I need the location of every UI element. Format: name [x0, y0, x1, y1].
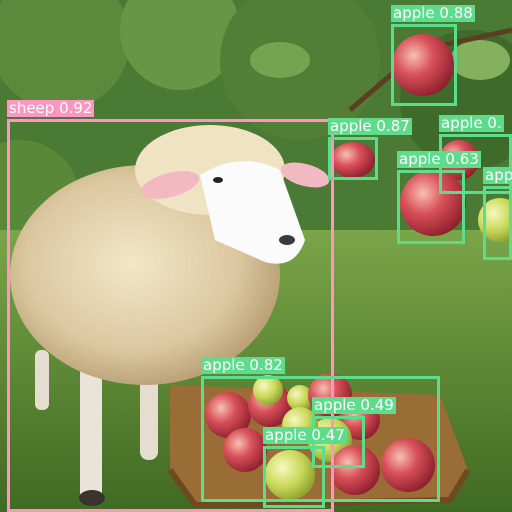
apple-detection-box [483, 186, 512, 260]
sheep-detection-label: sheep 0.92 [7, 99, 95, 117]
apple-detection-box [328, 137, 378, 180]
apple-detection-label: apple 0.88 [391, 4, 475, 22]
apple-detection-box [263, 446, 325, 508]
tree-apples [331, 34, 512, 242]
apple-detection-label: apple 0.47 [263, 426, 347, 444]
apple-detection-box [201, 376, 440, 502]
sheep [10, 125, 330, 506]
apple-detection-label: apple 0.82 [201, 356, 285, 374]
apple-detection-label: apple 0. [439, 114, 504, 132]
sheep-detection-box [7, 119, 334, 512]
apple-detection-box [391, 24, 457, 106]
apple-detection-label: apple 0.63 [397, 150, 481, 168]
apple-detection-label: apple 0.87 [328, 117, 412, 135]
apple-detection-label: apple 0.49 [312, 396, 396, 414]
apple-detection-box [397, 170, 465, 244]
apple-detection-label: app [483, 167, 512, 184]
